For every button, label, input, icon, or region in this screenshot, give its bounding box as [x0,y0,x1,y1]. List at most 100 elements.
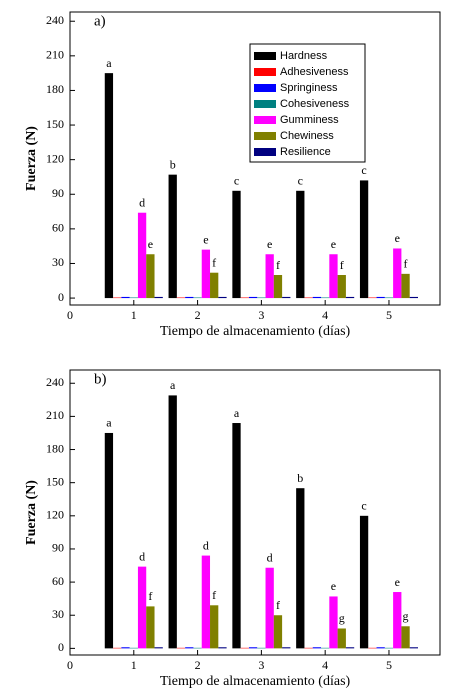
significance-letter: a [170,378,176,392]
bar [257,647,266,649]
bar [176,297,186,299]
bar [210,272,219,299]
bar [384,647,394,649]
significance-letter: c [361,163,366,177]
bar [273,615,283,649]
significance-letter: a [106,56,112,70]
x-tick-label: 2 [195,658,201,672]
bar [185,647,194,649]
legend-label: Chewiness [280,130,334,142]
y-axis-label: Fuerza (N) [24,126,39,191]
y-axis-label: Fuerza (N) [24,480,39,545]
bar [210,605,219,649]
bar [296,488,305,649]
y-tick-label: 0 [58,640,64,654]
significance-letter: e [267,237,272,251]
y-tick-label: 210 [46,48,64,62]
significance-letter: g [339,611,345,625]
significance-letter: a [234,406,240,420]
bar [154,296,163,299]
x-tick-label: 4 [322,658,328,672]
bar [121,647,130,649]
bar [248,647,258,649]
bar [282,296,291,299]
bar [368,297,377,299]
bar [146,606,155,649]
bar [121,296,130,299]
significance-letter: f [340,258,344,272]
bar [329,254,338,299]
bar [304,647,313,649]
significance-letter: f [276,598,280,612]
bar [321,297,330,299]
x-tick-label: 4 [322,308,328,322]
bar [248,296,258,299]
x-tick-label: 3 [258,658,264,672]
significance-letter: e [395,575,400,589]
bar [113,647,122,649]
legend-label: Gumminess [280,114,339,126]
bar [137,212,147,299]
x-tick-label: 1 [131,658,137,672]
bar [384,297,394,299]
bar [376,296,385,299]
bar [376,647,385,649]
significance-letter: e [148,237,153,251]
significance-letter: f [404,257,408,271]
bar [185,296,194,299]
significance-letter: d [139,195,145,209]
significance-letter: b [170,157,176,171]
legend-label: Resilience [280,146,331,158]
y-tick-label: 0 [58,290,64,304]
plot-frame [69,11,441,306]
significance-letter: e [395,231,400,245]
bar [296,190,305,299]
significance-letter: d [203,538,209,552]
significance-letter: e [203,232,208,246]
y-tick-label: 240 [46,13,64,27]
bar [240,647,249,649]
y-tick-label: 240 [46,375,64,389]
bar [265,567,274,649]
bar [232,423,241,649]
bar [337,628,346,649]
bar [329,596,338,649]
significance-letter: e [331,237,336,251]
bar [337,275,346,299]
bar [113,297,122,299]
x-axis-label: Tiempo de almacenamiento (días) [160,674,351,689]
bar [401,626,410,649]
bar [201,249,211,299]
bar [193,647,202,649]
bar [104,432,114,649]
bar [232,190,241,299]
y-tick-label: 180 [46,82,64,96]
bar [359,180,369,299]
legend-swatch [254,68,276,76]
significance-letter: c [361,499,366,513]
bar [257,297,266,299]
significance-letter: d [267,550,273,564]
significance-letter: e [331,579,336,593]
significance-letter: g [403,609,409,623]
bar [409,647,418,649]
significance-letter: a [106,416,112,430]
significance-letter: d [139,549,145,563]
bar [168,174,177,299]
significance-letter: f [212,255,216,269]
y-tick-label: 30 [52,607,64,621]
bar [312,296,322,299]
bar [168,395,177,649]
bar [104,73,114,299]
y-tick-label: 60 [52,574,64,588]
legend-label: Hardness [280,50,328,62]
bar [282,647,291,649]
bar [137,566,147,649]
y-tick-label: 150 [46,117,64,131]
legend-swatch [254,100,276,108]
x-tick-label: 5 [386,308,392,322]
y-tick-label: 30 [52,255,64,269]
bar [154,647,163,649]
